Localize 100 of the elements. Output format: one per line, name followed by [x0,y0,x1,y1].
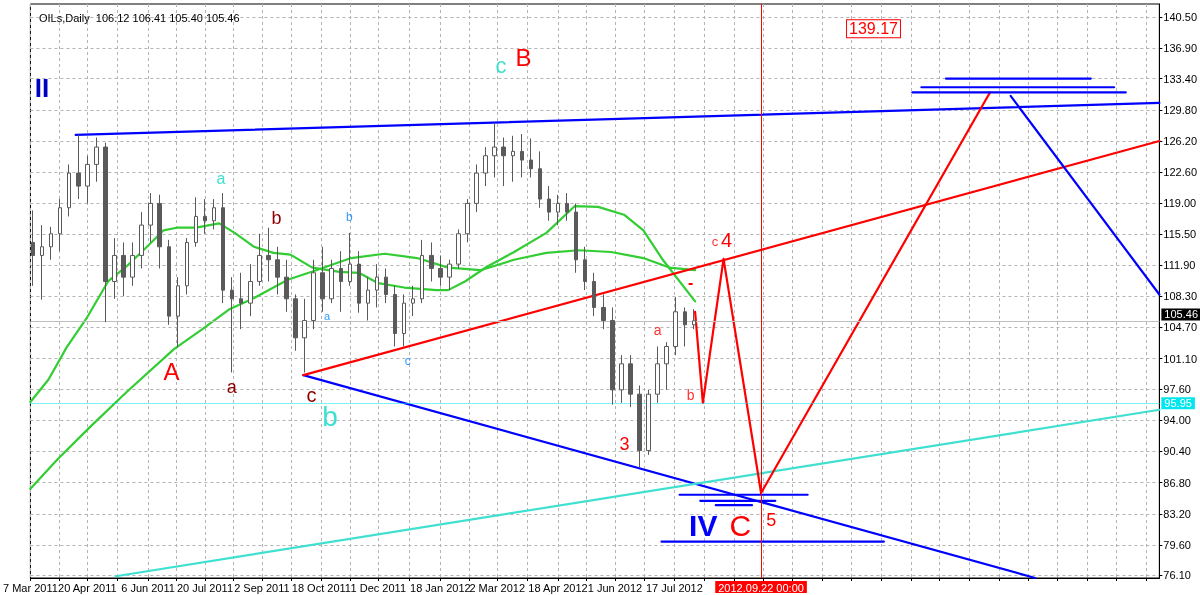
candlestick [592,272,596,317]
annotation: 139.17 [849,20,899,38]
candlestick [230,276,234,373]
candlestick [339,250,343,313]
candlestick [348,232,352,287]
candlestick [212,198,216,230]
y-tick-label: 119.00 [1163,197,1197,210]
candlestick [139,211,144,269]
annotation: c [306,383,317,406]
candlestick [248,263,253,317]
annotation: a [323,310,331,323]
candlestick [429,241,434,282]
candlestick [31,209,35,287]
y-tick-label: 115.50 [1163,227,1197,240]
y-tick-label: 83.20 [1163,507,1191,520]
candlestick [628,354,633,408]
candlestick [357,250,361,314]
candlestick [203,198,207,235]
candlestick [221,192,225,304]
candlestick [520,133,524,178]
candlestick [157,194,162,269]
x-tick-label: 6 Jun 2011 [121,581,175,594]
candlestick [284,259,289,313]
annotation: b [346,209,353,224]
candlestick [275,246,280,295]
candlestick [121,241,126,297]
candlestick [130,241,135,287]
x-tick-label: 7 Mar 2011 [3,581,58,594]
annotation: c [404,354,411,369]
y-tick-label: 133.40 [1163,72,1198,85]
y-tick-label: 126.20 [1163,135,1198,147]
candlestick [619,354,624,404]
annotation: B [515,44,532,72]
y-tick-label: 90.40 [1163,445,1191,458]
x-tick-label: 2 Sep 2011 [234,581,290,594]
x-tick-label: 2 Mar 2012 [469,581,526,594]
candlestick [474,163,479,213]
candlestick [501,137,506,187]
candlestick [547,185,551,222]
y-tick-label: 76.10 [1163,569,1191,582]
candlestick [692,308,696,330]
candlestick [556,194,560,226]
annotation: 3 [619,433,630,454]
candlestick [447,259,452,291]
y-tick-label: 136.90 [1163,42,1198,55]
candlestick [320,246,325,313]
candlestick [492,122,497,178]
annotation: b [686,386,695,403]
candlestick [76,134,81,200]
candlestick [311,259,316,330]
candlestick [94,137,99,183]
annotation: IV [689,508,718,542]
candlestick [601,293,606,330]
x-tick-label: 18 Apr 2012 [528,581,588,594]
candlestick [366,276,370,321]
annotation: 5 [766,510,777,531]
candlestick [402,293,406,347]
candlestick [194,196,198,248]
x-tick-label: 20 Apr 2011 [58,581,117,594]
candlestick [538,150,542,209]
candlestick [393,285,397,347]
candlestick [257,233,262,287]
candlestick [239,272,243,330]
y-tick-label: 140.50 [1163,11,1198,24]
annotation: b [322,401,338,433]
candlestick [293,293,298,352]
y-tick-label: 86.80 [1163,476,1191,489]
y-tick-label: 129.80 [1163,103,1198,116]
annotation: C [729,508,752,542]
candlestick [456,228,461,269]
candlestick [511,135,515,183]
annotation: a [216,169,226,187]
y-tick-label: 111.90 [1163,258,1196,271]
candlestick [40,224,44,301]
x-tick-label: 20 Jul 2011 [176,581,234,594]
candlestick [85,155,90,204]
candlestick [637,385,642,468]
x-tick-label: 18 Oct 2011 [291,581,351,594]
annotation: c [495,53,507,79]
candlestick [574,202,578,274]
candlestick [438,254,443,287]
candlestick [266,227,271,282]
candlestick [529,137,533,178]
annotation: 4 [721,228,733,251]
annotation: - [687,274,694,292]
candlestick [583,246,587,291]
candlestick [185,237,189,295]
ref-line-label: 105.46 [1164,308,1199,321]
x-tick-label: 1 Jun 2012 [587,581,643,594]
candlestick [103,142,108,323]
candlestick [420,239,424,304]
candlestick [411,285,415,317]
text: OILs,Daily 106.12 106.41 105.40 105.46 [39,11,240,24]
candlestick [384,267,388,304]
candlestick [646,389,651,456]
candlestick [302,298,307,373]
candlestick [683,306,687,347]
y-tick-label: 94.00 [1163,414,1191,427]
x-tick-label: 18 Jan 2012 [410,581,471,594]
y-tick-label: 97.60 [1163,382,1191,395]
